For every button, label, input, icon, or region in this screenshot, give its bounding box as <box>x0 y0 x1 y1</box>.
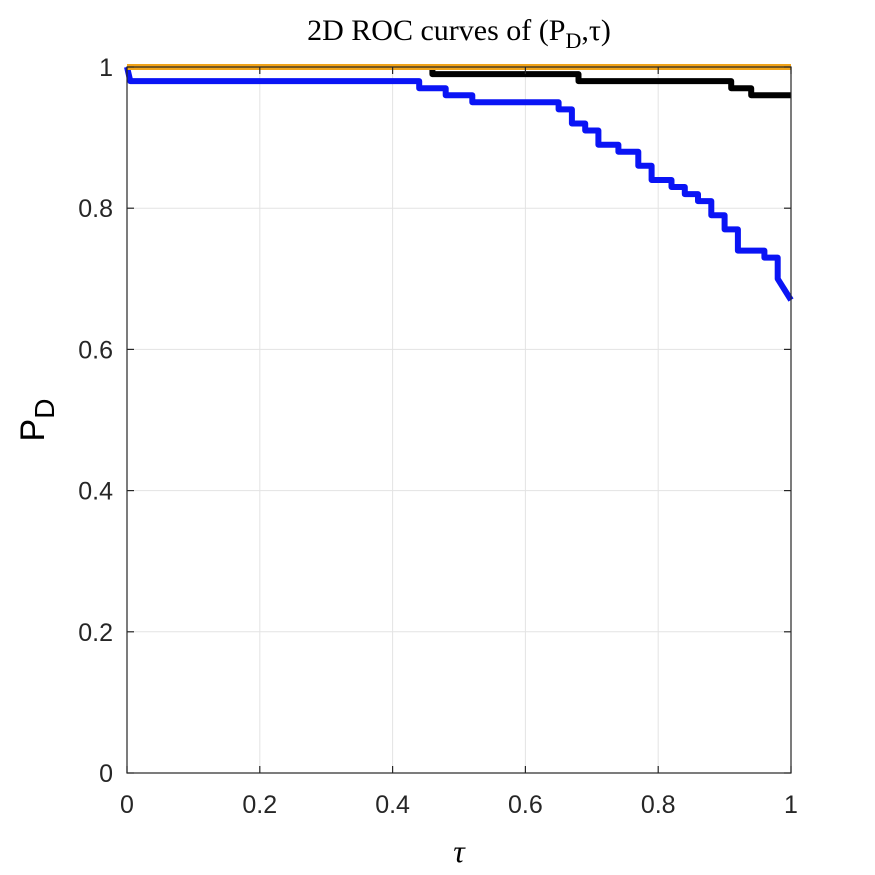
y-tick-label-3: 0.6 <box>78 336 113 364</box>
y-axis-label: PD <box>14 399 60 442</box>
x-tick-label-2: 0.4 <box>375 791 410 819</box>
plot-frame <box>126 66 792 774</box>
x-tick-label-4: 0.8 <box>641 791 676 819</box>
y-axis-label-main: P <box>14 419 52 442</box>
y-tick-label-1: 0.2 <box>78 619 113 647</box>
ticks: 0 0.2 0.4 0.6 0.8 1 0 0.2 0.4 0.6 0.8 1 <box>78 54 798 819</box>
chart-title: 2D ROC curves of (PD,τ) <box>307 14 611 53</box>
x-tick-label-5: 1 <box>784 791 798 819</box>
series-line-2 <box>124 66 794 302</box>
y-tick-label-5: 1 <box>99 54 113 82</box>
chart-title-main: 2D ROC curves of (P <box>307 14 565 47</box>
y-tick-label-0: 0 <box>99 760 113 788</box>
x-axis-label: τ <box>453 833 466 869</box>
y-tick-label-2: 0.4 <box>78 478 113 506</box>
y-axis-label-sub: D <box>29 399 60 419</box>
chart-title-suffix: ,τ) <box>581 14 611 47</box>
x-tick-label-1: 0.2 <box>242 791 277 819</box>
y-tick-label-4: 0.8 <box>78 195 113 223</box>
x-tick-label-0: 0 <box>120 791 134 819</box>
chart-title-sub: D <box>565 28 581 53</box>
series-layer <box>124 64 794 302</box>
grid <box>126 66 792 774</box>
series-line-1 <box>429 67 791 99</box>
x-tick-label-3: 0.6 <box>508 791 543 819</box>
